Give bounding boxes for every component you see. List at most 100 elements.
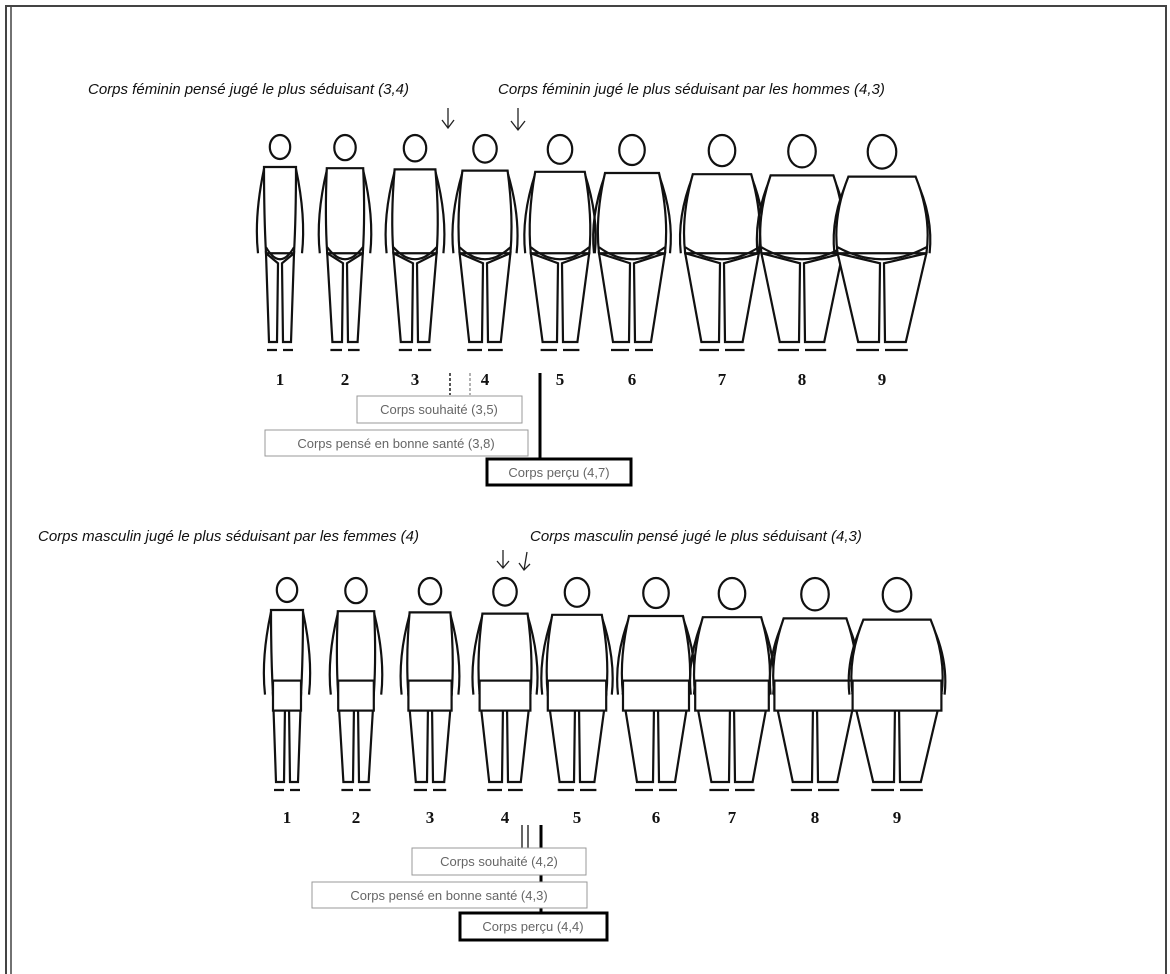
- leg: [485, 251, 512, 344]
- scale-number: 3: [411, 370, 420, 389]
- head: [492, 576, 518, 607]
- arm: [449, 614, 461, 695]
- box-label: Corps pensé en bonne santé (3,8): [297, 436, 494, 451]
- swimsuit: [684, 246, 760, 261]
- torso: [457, 169, 513, 255]
- box-label: Corps pensé en bonne santé (4,3): [350, 888, 547, 903]
- shorts: [851, 679, 943, 712]
- body-figure: [768, 576, 862, 792]
- arm: [262, 611, 273, 695]
- torso: [682, 173, 762, 255]
- shorts: [337, 679, 375, 712]
- leg: [802, 251, 845, 344]
- leg: [836, 251, 882, 344]
- arrows: [441, 108, 526, 132]
- scale-number: 2: [352, 808, 361, 827]
- swimsuit: [530, 246, 590, 261]
- scale-number: 4: [481, 370, 490, 389]
- leg: [882, 251, 928, 344]
- body-figure: [328, 576, 384, 792]
- torso: [262, 165, 298, 255]
- torso: [324, 167, 366, 255]
- scale-number: 1: [276, 370, 285, 389]
- body-figure: [399, 576, 461, 792]
- leg: [264, 250, 280, 344]
- leg: [529, 251, 560, 344]
- head: [546, 133, 574, 165]
- leg: [392, 251, 415, 344]
- scale-number: 5: [556, 370, 565, 389]
- scale-number: 6: [652, 808, 661, 827]
- torso: [391, 168, 439, 255]
- box: [311, 881, 588, 909]
- box-label: Corps perçu (4,4): [482, 919, 583, 934]
- body-figure: [317, 133, 373, 352]
- box: [356, 395, 523, 424]
- scale-number: 6: [628, 370, 637, 389]
- arm: [384, 171, 396, 254]
- annotation: Corps féminin jugé le plus séduisant par…: [498, 81, 885, 98]
- annotation: Corps masculin pensé jugé le plus séduis…: [530, 528, 862, 545]
- shorts: [773, 679, 857, 712]
- leg: [683, 251, 722, 344]
- head: [642, 576, 670, 610]
- head: [344, 576, 368, 605]
- head: [268, 133, 292, 161]
- swimsuit: [326, 246, 364, 261]
- shorts: [478, 679, 532, 712]
- arm: [373, 612, 384, 695]
- scale-number: 9: [878, 370, 887, 389]
- scale-number: 1: [283, 808, 292, 827]
- leg: [560, 251, 591, 344]
- torso: [759, 174, 845, 255]
- swimsuit: [837, 246, 927, 261]
- arrows: [496, 550, 531, 572]
- body-figure: [523, 133, 597, 352]
- body-figure: [471, 576, 539, 792]
- head: [563, 576, 591, 608]
- box-label: Corps souhaité (3,5): [380, 402, 498, 417]
- leg: [415, 251, 438, 344]
- scale-number: 8: [798, 370, 807, 389]
- box: [458, 911, 609, 942]
- arm: [434, 171, 446, 254]
- shorts: [621, 679, 691, 712]
- leg: [325, 251, 345, 344]
- leg: [759, 251, 802, 344]
- swimsuit: [265, 246, 295, 261]
- leg: [345, 251, 365, 344]
- head: [275, 576, 299, 604]
- box: [264, 429, 529, 457]
- arm: [451, 172, 464, 254]
- body-figure: [616, 576, 696, 792]
- body-figure: [688, 576, 776, 792]
- leg: [597, 251, 632, 344]
- head: [333, 133, 357, 162]
- torso: [596, 171, 668, 255]
- body-figure: [678, 133, 766, 352]
- scale-number: 7: [718, 370, 727, 389]
- head: [402, 133, 428, 163]
- head: [866, 133, 898, 170]
- head: [881, 576, 913, 613]
- body-figure: [592, 133, 672, 352]
- box-label: Corps perçu (4,7): [508, 465, 609, 480]
- leg: [280, 250, 296, 344]
- arm: [255, 168, 266, 254]
- markers: [449, 373, 542, 460]
- box: [411, 847, 587, 876]
- shorts: [546, 679, 608, 712]
- annotation: Corps féminin pensé jugé le plus séduisa…: [88, 81, 409, 98]
- arm: [317, 169, 328, 254]
- scale-number: 7: [728, 808, 737, 827]
- arm: [399, 614, 411, 695]
- head: [787, 133, 817, 169]
- scale-number: 3: [426, 808, 435, 827]
- head: [618, 133, 646, 167]
- box-label: Corps souhaité (4,2): [440, 854, 558, 869]
- torso: [528, 170, 592, 255]
- body-figure: [847, 576, 947, 792]
- arm: [328, 612, 339, 695]
